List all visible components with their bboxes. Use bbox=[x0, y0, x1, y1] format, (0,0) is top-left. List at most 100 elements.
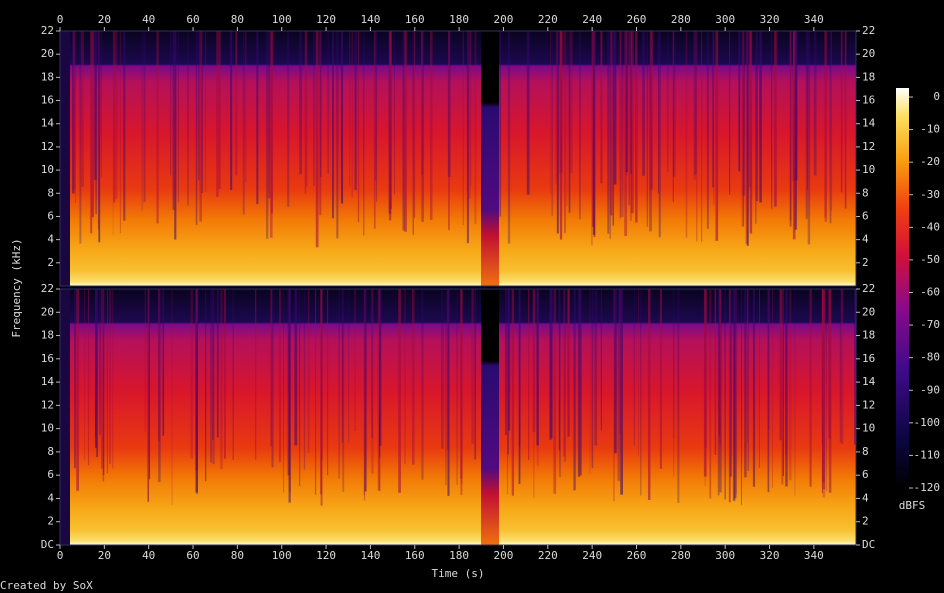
colorbar-tick-label: -40 bbox=[920, 220, 940, 233]
spectrogram-texture bbox=[100, 31, 102, 178]
spectrogram-texture bbox=[619, 31, 622, 219]
spectrogram-texture bbox=[95, 31, 97, 215]
spectrogram-texture bbox=[98, 289, 101, 435]
spectrogram-texture bbox=[755, 31, 757, 224]
spectrogram-texture bbox=[824, 31, 827, 222]
spectrogram-texture bbox=[448, 31, 450, 176]
spectrogram-texture bbox=[268, 31, 271, 199]
spectrogram-texture bbox=[647, 289, 651, 500]
spectrogram-texture bbox=[743, 31, 745, 227]
spectrogram-texture bbox=[718, 289, 721, 437]
spectrogram-texture bbox=[294, 289, 298, 446]
spectrogram-texture bbox=[162, 289, 165, 436]
spectrogram-texture bbox=[283, 289, 284, 493]
x-tick-label: 200 bbox=[494, 13, 514, 26]
y-tick-label: 8 bbox=[862, 445, 869, 458]
spectrogram-texture bbox=[198, 31, 200, 181]
colorbar-tick-label: -20 bbox=[920, 155, 940, 168]
colorbar-tick-label: -70 bbox=[920, 318, 940, 331]
spectrogram-texture bbox=[205, 31, 207, 193]
x-tick-label: 40 bbox=[142, 549, 155, 562]
y-axis-label: Frequency (kHz) bbox=[10, 238, 23, 337]
spectrogram-texture bbox=[607, 31, 610, 234]
spectrogram-texture bbox=[672, 31, 674, 203]
y-tick-label: 14 bbox=[41, 117, 55, 130]
spectrogram-texture bbox=[271, 31, 274, 214]
spectrogram-texture bbox=[807, 31, 809, 190]
spectrogram-texture bbox=[363, 289, 365, 496]
colorbar-label: dBFS bbox=[899, 499, 926, 512]
spectrogram-texture bbox=[719, 289, 721, 446]
y-tick-label: 18 bbox=[41, 70, 54, 83]
spectrogram-texture bbox=[767, 289, 770, 430]
spectrogram-texture bbox=[635, 31, 638, 223]
spectrogram-texture bbox=[570, 31, 573, 173]
x-tick-label: 220 bbox=[538, 549, 558, 562]
spectrogram-texture bbox=[462, 31, 464, 226]
spectrogram-texture bbox=[102, 289, 105, 482]
spectrogram-texture bbox=[767, 289, 770, 493]
spectrogram-texture bbox=[60, 289, 70, 545]
y-tick-label: 4 bbox=[862, 491, 869, 504]
spectrogram-texture bbox=[729, 31, 731, 195]
x-tick-label: 340 bbox=[804, 549, 824, 562]
spectrogram-texture bbox=[621, 31, 624, 217]
spectrogram-texture bbox=[821, 289, 824, 445]
y-tick-label: 2 bbox=[862, 256, 869, 269]
spectrogram bbox=[60, 289, 856, 545]
x-tick-label: 60 bbox=[186, 549, 199, 562]
spectrogram-texture bbox=[371, 289, 373, 438]
x-tick-label: 280 bbox=[671, 13, 691, 26]
y-tick-label: 20 bbox=[41, 47, 54, 60]
spectrogram-texture bbox=[460, 289, 463, 485]
spectrogram-texture bbox=[703, 289, 707, 477]
spectrogram-texture bbox=[338, 289, 340, 479]
spectrogram-texture bbox=[187, 31, 189, 206]
spectrogram-texture bbox=[556, 31, 559, 234]
spectrogram-texture bbox=[270, 289, 273, 447]
spectrogram-texture bbox=[828, 289, 832, 493]
spectrogram-texture bbox=[566, 31, 568, 207]
spectrogram-texture bbox=[579, 289, 582, 476]
spectrogram-texture bbox=[354, 31, 357, 190]
footer: Created by SoX bbox=[0, 579, 93, 592]
x-tick-label: 100 bbox=[272, 549, 292, 562]
colorbar-tick-label: 0 bbox=[933, 90, 940, 103]
x-tick-label: 20 bbox=[98, 549, 111, 562]
spectrogram-texture bbox=[600, 289, 602, 431]
y-tick-label: 20 bbox=[862, 47, 875, 60]
spectrogram-texture bbox=[216, 289, 219, 438]
spectrogram-texture bbox=[673, 289, 675, 477]
spectrogram-texture bbox=[792, 31, 796, 240]
spectrogram-texture bbox=[341, 289, 344, 443]
spectrogram-texture bbox=[713, 31, 715, 206]
x-tick-label: 320 bbox=[760, 13, 780, 26]
spectrogram-texture bbox=[223, 289, 226, 459]
x-tick-label: 140 bbox=[360, 13, 380, 26]
spectrogram-texture bbox=[774, 31, 777, 207]
spectrogram-texture bbox=[75, 31, 76, 203]
spectrogram-texture bbox=[115, 31, 118, 200]
spectrogram-texture bbox=[378, 289, 382, 446]
spectrogram-texture bbox=[822, 289, 826, 490]
y-tick-label: 14 bbox=[862, 117, 876, 130]
spectrogram-texture bbox=[460, 289, 463, 496]
spectrogram-texture bbox=[822, 289, 826, 498]
spectrogram-texture bbox=[563, 289, 566, 457]
spectrogram-texture bbox=[76, 289, 80, 491]
spectrogram-texture bbox=[307, 289, 310, 453]
spectrogram-texture bbox=[447, 31, 451, 178]
spectrogram-texture bbox=[617, 289, 620, 482]
spectrogram-texture bbox=[218, 31, 221, 189]
spectrogram-texture bbox=[553, 289, 557, 494]
spectrogram-texture bbox=[315, 31, 319, 248]
spectrogram-texture bbox=[771, 289, 774, 488]
y-tick-label: 8 bbox=[47, 445, 54, 458]
y-tick-label: 12 bbox=[862, 398, 875, 411]
spectrogram-texture bbox=[87, 289, 90, 466]
spectrogram-texture bbox=[112, 31, 114, 236]
spectrogram-texture bbox=[742, 31, 745, 196]
plot-frame bbox=[59, 288, 857, 546]
spectrogram-texture bbox=[519, 289, 521, 447]
